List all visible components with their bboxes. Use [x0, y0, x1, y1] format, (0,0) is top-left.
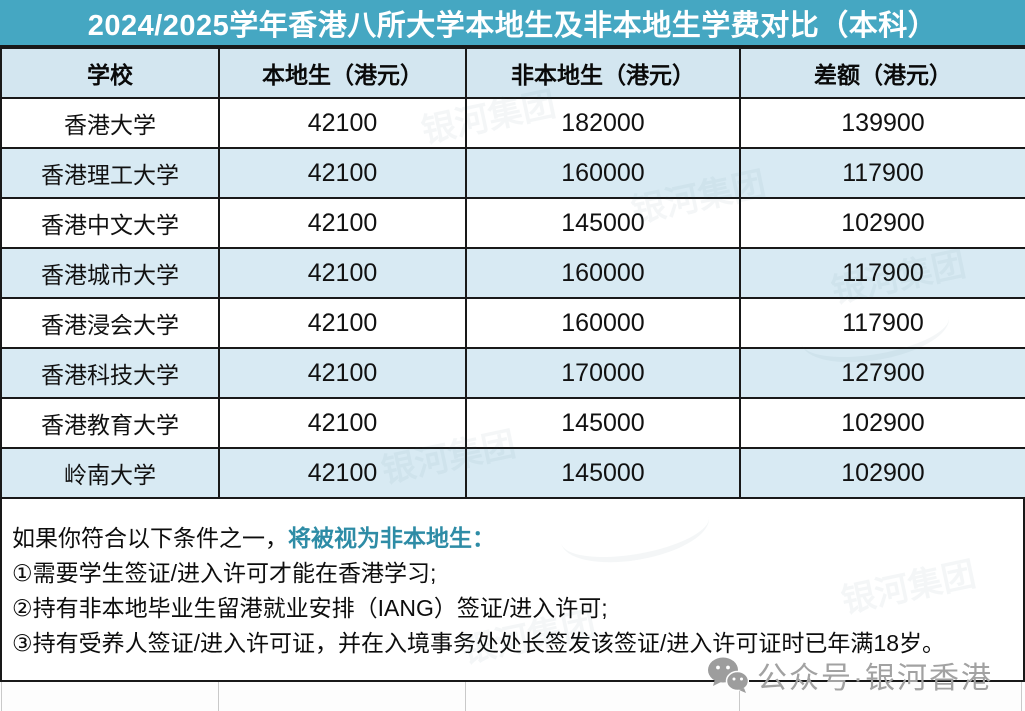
note-intro-plain: 如果你符合以下条件之一， [12, 525, 288, 551]
nonlocal-fee-cell: 145000 [465, 197, 741, 249]
diff-cell: 117900 [739, 297, 1025, 349]
diff-cell: 127900 [739, 347, 1025, 399]
diff-cell: 102900 [739, 397, 1025, 449]
note-item-2: ②持有非本地毕业生留港就业安排（IANG）签证/进入许可; [12, 595, 608, 621]
table-row: 岭南大学 42100 145000 102900 [0, 447, 1025, 499]
school-cell: 香港理工大学 [0, 147, 220, 199]
local-fee-cell: 42100 [218, 97, 467, 149]
school-cell: 香港中文大学 [0, 197, 220, 249]
header-school: 学校 [0, 47, 220, 99]
header-nonlocal: 非本地生（港元） [465, 47, 741, 99]
nonlocal-fee-cell: 145000 [465, 397, 741, 449]
note-item-3: ③持有受养人签证/进入许可证，并在入境事务处处长签发该签证/进入许可证时已年满1… [12, 630, 945, 656]
nonlocal-fee-cell: 145000 [465, 447, 741, 499]
diff-cell: 117900 [739, 247, 1025, 299]
strip-divider [218, 682, 219, 711]
fee-table: 学校 本地生（港元） 非本地生（港元） 差额（港元） 香港大学 42100 1820… [0, 47, 1025, 499]
header-diff: 差额（港元） [739, 47, 1025, 99]
fee-table-body: 香港大学 42100 182000 139900 香港理工大学 42100 160000 11… [0, 97, 1025, 499]
school-cell: 香港教育大学 [0, 397, 220, 449]
table-row: 香港教育大学 42100 145000 102900 [0, 397, 1025, 449]
local-fee-cell: 42100 [218, 347, 467, 399]
note-intro-highlight: 将被视为非本地生： [288, 525, 495, 551]
notes-box: 如果你符合以下条件之一，将被视为非本地生： ①需要学生签证/进入许可才能在香港学… [0, 499, 1025, 682]
note-intro: 如果你符合以下条件之一，将被视为非本地生： [12, 521, 1011, 556]
title-bar: 2024/2025学年香港八所大学本地生及非本地生学费对比（本科） [0, 0, 1025, 47]
table-row: 香港中文大学 42100 145000 102900 [0, 197, 1025, 249]
table-row: 香港大学 42100 182000 139900 [0, 97, 1025, 149]
header-row: 学校 本地生（港元） 非本地生（港元） 差额（港元） [0, 47, 1025, 99]
diff-cell: 102900 [739, 197, 1025, 249]
local-fee-cell: 42100 [218, 397, 467, 449]
account-watermark-text: 公众号·银河香港 [757, 662, 993, 695]
table-row: 香港浸会大学 42100 160000 117900 [0, 297, 1025, 349]
account-watermark: 公众号·银河香港 [707, 653, 993, 697]
strip-divider [739, 682, 740, 711]
nonlocal-fee-cell: 182000 [465, 97, 741, 149]
table-row: 香港科技大学 42100 170000 127900 [0, 347, 1025, 399]
nonlocal-fee-cell: 160000 [465, 297, 741, 349]
school-cell: 香港科技大学 [0, 347, 220, 399]
school-cell: 香港浸会大学 [0, 297, 220, 349]
school-cell: 香港城市大学 [0, 247, 220, 299]
wechat-icon [707, 657, 749, 693]
diff-cell: 139900 [739, 97, 1025, 149]
header-local: 本地生（港元） [218, 47, 467, 99]
table-row: 香港城市大学 42100 160000 117900 [0, 247, 1025, 299]
diff-cell: 102900 [739, 447, 1025, 499]
strip-divider [1, 682, 2, 711]
diff-cell: 117900 [739, 147, 1025, 199]
table-row: 香港理工大学 42100 160000 117900 [0, 147, 1025, 199]
local-fee-cell: 42100 [218, 297, 467, 349]
fee-table-header: 学校 本地生（港元） 非本地生（港元） 差额（港元） [0, 47, 1025, 99]
bottom-cropped-strip [0, 682, 1025, 711]
local-fee-cell: 42100 [218, 447, 467, 499]
local-fee-cell: 42100 [218, 147, 467, 199]
school-cell: 岭南大学 [0, 447, 220, 499]
nonlocal-fee-cell: 160000 [465, 147, 741, 199]
school-cell: 香港大学 [0, 97, 220, 149]
strip-divider [1021, 682, 1022, 711]
nonlocal-fee-cell: 170000 [465, 347, 741, 399]
note-item-1: ①需要学生签证/进入许可才能在香港学习; [12, 560, 437, 586]
nonlocal-fee-cell: 160000 [465, 247, 741, 299]
local-fee-cell: 42100 [218, 197, 467, 249]
strip-divider [465, 682, 466, 711]
page-title: 2024/2025学年香港八所大学本地生及非本地生学费对比（本科） [87, 9, 938, 42]
local-fee-cell: 42100 [218, 247, 467, 299]
